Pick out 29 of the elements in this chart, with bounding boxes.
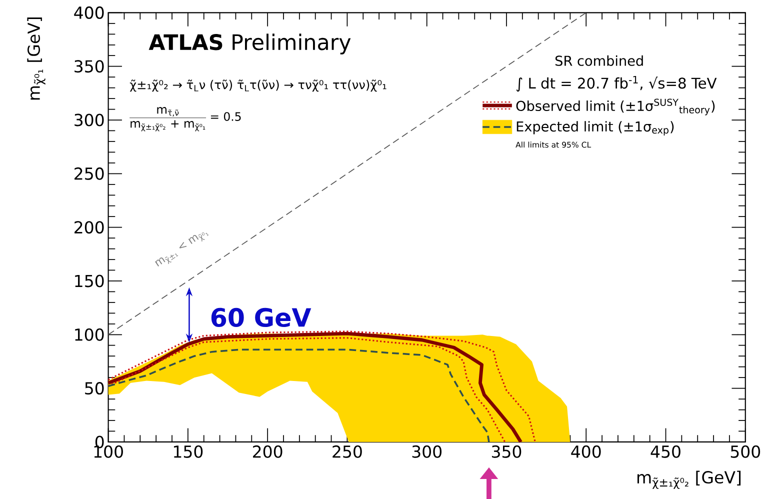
x-axis-title: m$_{χ̃±₁χ̃⁰₂}$ [GeV] <box>637 470 741 490</box>
x-tick-label: 200 <box>253 446 282 458</box>
x-tick-label: 450 <box>650 446 680 458</box>
text: Observed limit (±1σ$^{SUSY}$$_{theory}$) <box>516 98 715 116</box>
annotation: ∫ L dt = 20.7 fb$^{-1}$, √s=8 TeV <box>516 76 717 92</box>
annotation: m$_{χ̃±₁χ̃⁰₂}$ + m$_{χ̃⁰₁}$ <box>130 120 206 132</box>
annotation: ATLAS Preliminary <box>148 34 351 55</box>
annotation: χ̃±₁χ̃⁰₂ → τ̃$_{L}$ν (τν̃) τ̃$_{L}$τ(ν̃ν) → τνχ̃⁰₁ ττ(νν)χ̃⁰₁ <box>130 80 386 92</box>
legend-label: Expected limit (±1σ$_{exp}$) <box>516 121 674 136</box>
legend-title: SR combined <box>555 56 643 66</box>
x-tick-label: 150 <box>174 446 203 458</box>
x-tick-label: 250 <box>332 446 362 458</box>
annotation: 60 GeV <box>211 308 312 328</box>
annotation: m$_{χ̃±₁}$ < m$_{χ̃⁰₁}$ <box>154 232 209 267</box>
y-tick-label: 300 <box>74 114 104 126</box>
y-tick-label: 250 <box>74 168 104 180</box>
y-axis-title: m$_{χ̃⁰₁}$ [GeV] <box>27 18 46 100</box>
y-tick-label: 400 <box>74 6 104 20</box>
x-tick-label: 500 <box>730 446 760 458</box>
annotation: m$_{τ̃,ν̃}$ <box>157 107 179 117</box>
y-tick-label: 50 <box>85 382 104 395</box>
x-tick-label: 350 <box>492 446 522 458</box>
y-tick-label: 200 <box>74 221 104 234</box>
y-tick-label: 100 <box>75 328 104 342</box>
annotation: = 0.5 <box>210 112 241 122</box>
y-tick-label: 350 <box>74 60 104 73</box>
x-tick-label: 300 <box>412 446 442 458</box>
x-tick-label: 400 <box>571 446 601 458</box>
y-tick-label: 150 <box>75 274 104 288</box>
